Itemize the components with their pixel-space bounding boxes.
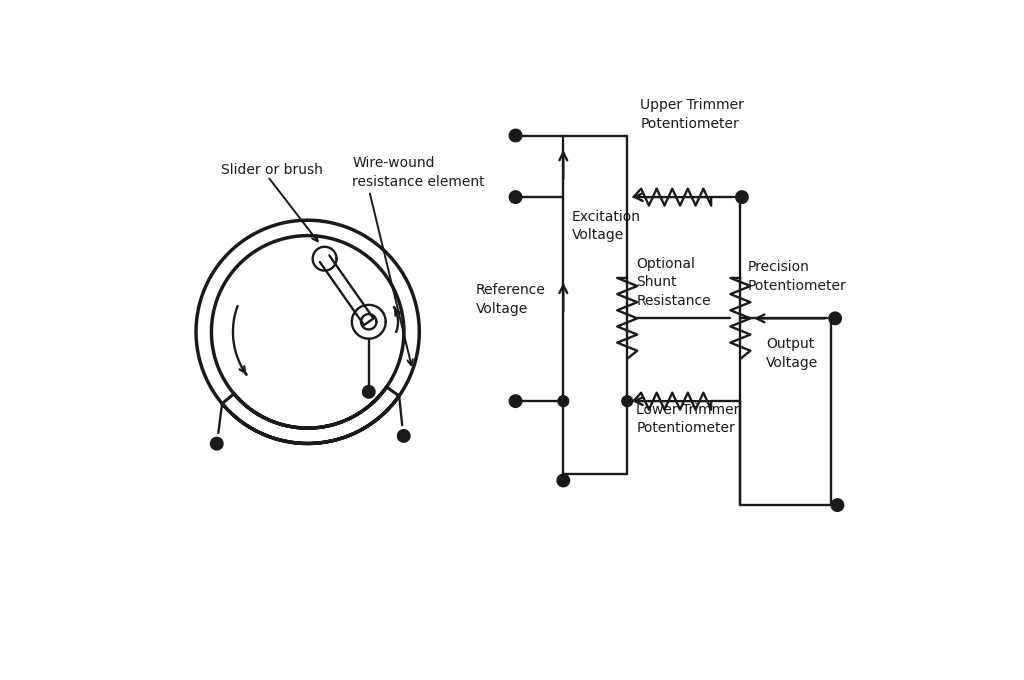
Circle shape: [211, 438, 222, 449]
Circle shape: [510, 130, 521, 141]
Circle shape: [736, 191, 748, 203]
Text: Optional
Shunt
Resistance: Optional Shunt Resistance: [637, 257, 711, 308]
Text: Slider or brush: Slider or brush: [221, 163, 324, 177]
Circle shape: [831, 499, 843, 511]
Circle shape: [510, 395, 521, 407]
Circle shape: [362, 386, 375, 398]
Circle shape: [398, 430, 410, 442]
Text: Upper Trimmer
Potentiometer: Upper Trimmer Potentiometer: [640, 99, 744, 131]
Text: Reference
Voltage: Reference Voltage: [475, 283, 546, 316]
Circle shape: [622, 396, 633, 407]
Circle shape: [510, 191, 521, 203]
Circle shape: [829, 313, 841, 324]
Circle shape: [558, 396, 568, 407]
Text: Output
Voltage: Output Voltage: [766, 337, 818, 369]
Text: Lower Trimmer
Potentiometer: Lower Trimmer Potentiometer: [637, 403, 739, 435]
Text: Excitation
Voltage: Excitation Voltage: [571, 210, 641, 243]
Text: Precision
Potentiometer: Precision Potentiometer: [749, 260, 847, 292]
Text: Wire-wound
resistance element: Wire-wound resistance element: [352, 156, 485, 188]
Circle shape: [557, 475, 569, 486]
